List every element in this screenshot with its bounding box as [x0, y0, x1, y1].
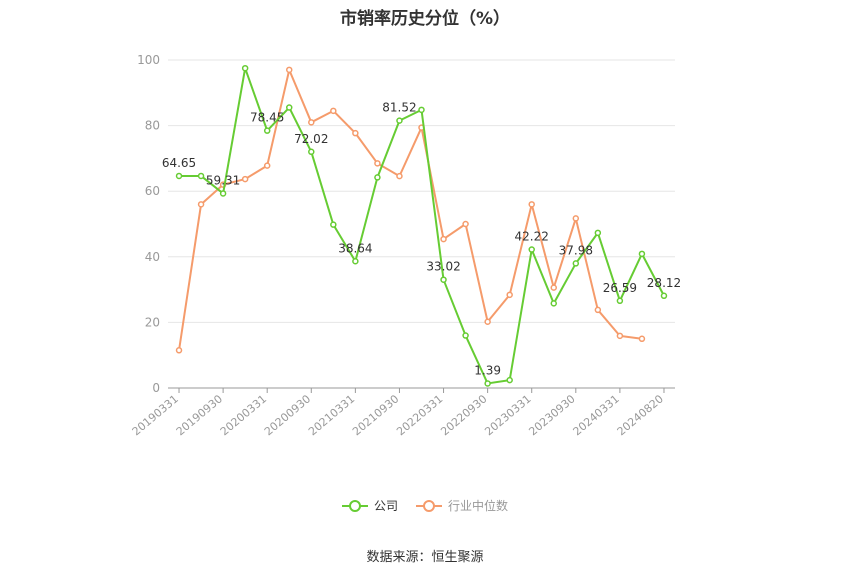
x-tick-label: 20220930: [438, 392, 489, 438]
data-point-industry-median: [330, 107, 337, 115]
data-point-company: [396, 117, 403, 124]
data-point-company: [660, 292, 668, 300]
data-point-company: [550, 300, 558, 307]
series-layer: [175, 64, 668, 387]
x-tick-label: 20230930: [526, 392, 577, 438]
data-point-company: [638, 250, 646, 258]
data-point-company: [440, 276, 447, 283]
legend-item-industry-median[interactable]: 行业中位数: [416, 497, 508, 514]
x-tick-label: 20210331: [306, 392, 357, 438]
legend-swatch-company: [341, 499, 368, 512]
data-label: 38.64: [338, 241, 372, 255]
chart-title: 市销率历史分位（%）: [339, 9, 511, 29]
data-point-industry-median: [616, 332, 624, 340]
data-point-industry-median: [197, 201, 205, 208]
data-point-industry-median: [528, 201, 535, 208]
data-point-company: [263, 127, 271, 134]
data-label: 59.31: [206, 173, 240, 187]
data-labels: 64.65 59.31 78.45 72.02 38.64 81.52 33.02 1.39 4…: [162, 101, 681, 378]
data-point-company: [418, 106, 425, 114]
data-point-company: [484, 380, 491, 387]
data-point-industry-median: [462, 220, 469, 228]
x-tick-label: 20200331: [218, 392, 269, 438]
data-point-company: [330, 221, 337, 228]
legend-label-company: 公司: [373, 499, 398, 513]
data-point-company: [572, 260, 580, 267]
y-tick-label: 100: [137, 53, 160, 67]
data-point-company: [352, 258, 359, 265]
legend-swatch-industry-median: [416, 499, 442, 512]
data-point-company: [506, 376, 513, 384]
data-label: 78.45: [250, 111, 284, 125]
x-tick-label: 20210930: [350, 392, 401, 438]
data-point-industry-median: [484, 318, 491, 325]
legend: 公司 行业中位数: [0, 497, 850, 514]
data-point-company: [308, 148, 315, 156]
data-point-company: [528, 246, 535, 253]
data-point-industry-median: [396, 172, 403, 180]
legend-item-company[interactable]: 公司: [341, 497, 398, 514]
x-tick-label: 20220331: [394, 392, 445, 438]
data-label: 1.39: [474, 363, 501, 377]
data-label: 64.65: [162, 156, 196, 170]
data-point-industry-median: [440, 235, 447, 243]
data-label: 26.59: [603, 281, 637, 295]
data-point-industry-median: [352, 129, 359, 137]
x-tick-label: 20240820: [615, 392, 666, 438]
data-point-industry-median: [308, 119, 315, 126]
data-label: 81.52: [382, 101, 416, 115]
data-point-company: [616, 297, 624, 305]
data-point-industry-median: [263, 162, 271, 169]
data-point-industry-median: [285, 66, 293, 74]
data-point-industry-median: [175, 347, 183, 354]
data-point-industry-median: [506, 291, 513, 299]
data-point-industry-median: [638, 335, 646, 343]
data-point-industry-median: [241, 175, 249, 183]
y-tick-label: 60: [145, 184, 160, 198]
x-tick-label: 20240331: [571, 392, 622, 438]
grid-lines: [168, 59, 675, 323]
data-point-industry-median: [374, 160, 381, 167]
legend-label-industry-median: 行业中位数: [448, 499, 509, 513]
data-point-company: [462, 332, 469, 339]
data-point-company: [219, 190, 227, 197]
x-tick-label: 20190930: [174, 392, 225, 438]
data-label: 37.98: [559, 243, 593, 257]
y-tick-label: 40: [145, 250, 160, 264]
y-tick-label: 80: [145, 119, 160, 133]
data-point-industry-median: [550, 284, 558, 291]
data-label: 42.22: [515, 230, 549, 244]
data-point-company: [594, 229, 602, 237]
data-point-company: [285, 104, 293, 111]
series-line-industry-median: [178, 68, 643, 351]
data-point-industry-median: [594, 306, 602, 314]
data-point-company: [197, 172, 205, 180]
data-label: 28.12: [647, 276, 681, 290]
x-tick-label: 20190331: [130, 392, 181, 438]
data-label: 33.02: [426, 260, 460, 274]
y-tick-label: 20: [145, 315, 160, 329]
data-point-company: [175, 172, 183, 180]
y-tick-label: 0: [152, 381, 160, 395]
data-label: 72.02: [294, 132, 328, 146]
data-source: 数据来源：恒生聚源: [366, 550, 484, 565]
data-point-industry-median: [572, 215, 580, 222]
data-point-company: [241, 64, 249, 72]
x-tick-label: 20230331: [482, 392, 533, 438]
data-point-company: [374, 174, 381, 181]
x-tick-label: 20200930: [262, 392, 313, 438]
